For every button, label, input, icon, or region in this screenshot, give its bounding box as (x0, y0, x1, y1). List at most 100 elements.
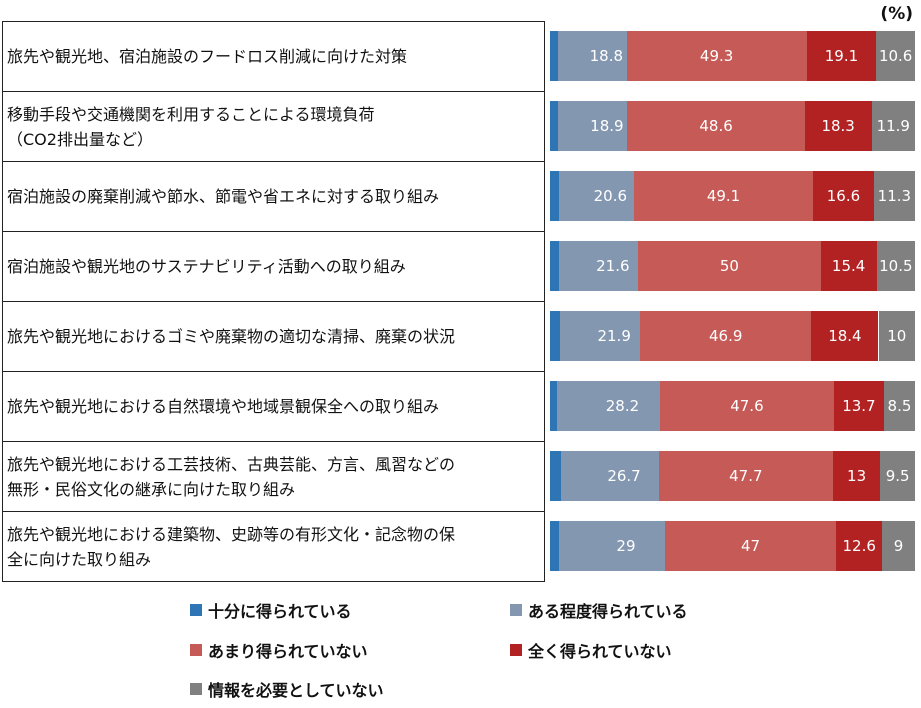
category-label-line: 無形・民俗文化の継承に向けた取り組み (7, 479, 296, 499)
data-label: 15.4 (831, 257, 866, 275)
bar-segment (559, 521, 665, 571)
data-label: 29 (616, 537, 636, 555)
category-label-line: 移動手段や交通機関を利用することによる環境負荷 (7, 104, 375, 124)
bar-segment (550, 311, 561, 361)
bar-segment (813, 171, 874, 221)
data-label: 49.3 (699, 47, 734, 65)
data-label: 11.9 (876, 117, 910, 135)
bar-segment (550, 171, 559, 221)
data-label: 47.7 (729, 467, 763, 485)
legend-swatch (510, 644, 522, 656)
bar-segment (883, 381, 915, 431)
bar-segment (832, 451, 881, 501)
data-label: 20.6 (593, 187, 628, 205)
data-label: 49.1 (706, 187, 741, 205)
bar-segment (550, 451, 562, 501)
legend-item: あまり得られていない (190, 638, 368, 662)
data-label: 13.7 (842, 397, 876, 415)
category-label: 旅先や観光地におけるゴミや廃棄物の適切な清掃、廃棄の状況 (3, 302, 544, 372)
legend-swatch (510, 604, 522, 616)
bar-segment (658, 451, 833, 501)
bar-segment (558, 171, 634, 221)
data-label: 18.4 (828, 327, 862, 345)
category-label: 宿泊施設の廃棄削減や節水、節電や省エネに対する取り組み (3, 162, 544, 232)
bar-segment (550, 241, 560, 291)
data-label: 9 (893, 537, 904, 555)
legend-item: 情報を必要としていない (190, 677, 384, 701)
bar-segment (558, 101, 628, 151)
bar-segment (556, 381, 660, 431)
data-label: 18.3 (821, 117, 855, 135)
legend-label: あまり得られていない (208, 642, 368, 661)
stacked-bar: 1.928.247.613.78.5 (550, 381, 915, 431)
category-label-line: 宿泊施設の廃棄削減や節水、節電や省エネに対する取り組み (7, 187, 440, 206)
data-label: 16.6 (826, 187, 861, 205)
category-label-line: 旅先や観光地、宿泊施設のフードロス削減に向けた対策 (7, 47, 408, 66)
bar-segment (882, 521, 915, 571)
data-label: 50 (719, 257, 739, 275)
bar-segment (638, 241, 821, 291)
data-label: 12.6 (842, 537, 876, 555)
legend-swatch (190, 644, 202, 656)
data-label: 8.5 (887, 397, 912, 415)
bar-segment (550, 31, 559, 81)
stacked-bar: 2.218.849.319.110.6 (550, 31, 915, 81)
bar-segment (878, 311, 915, 361)
category-label: 旅先や観光地における自然環境や地域景観保全への取り組み (3, 372, 544, 442)
legend-swatch (190, 604, 202, 616)
data-label: 28.2 (605, 397, 640, 415)
bar-segment (871, 101, 915, 151)
category-label-line: 全に向けた取り組み (7, 549, 152, 569)
legend-item: 十分に得られている (190, 598, 352, 622)
category-label: 旅先や観光地における工芸技術、古典芸能、方言、風習などの 無形・民俗文化の継承に向… (3, 442, 544, 512)
category-label-line: 宿泊施設や観光地のサステナビリティ活動への取り組み (7, 257, 406, 276)
data-label: 48.6 (699, 117, 733, 135)
category-label: 移動手段や交通機関を利用することによる環境負荷 （CO2排出量など） (3, 92, 544, 162)
bar-segment (664, 521, 837, 571)
bar-segment (640, 311, 812, 361)
unit-label: (%) (880, 4, 913, 24)
bar-segment (627, 101, 805, 151)
legend-label: 全く得られていない (528, 642, 672, 661)
bar-segment (876, 31, 915, 81)
bar-segment (806, 31, 877, 81)
category-label-line: 旅先や観光地におけるゴミや廃棄物の適切な清掃、廃棄の状況 (7, 327, 456, 346)
data-label: 18.8 (589, 47, 624, 65)
bar-segment (550, 381, 557, 431)
data-label: 19.1 (824, 47, 859, 65)
stacked-bar: 2.318.948.618.311.9 (550, 101, 915, 151)
legend-item: 全く得られていない (510, 638, 672, 662)
bar-segment (873, 171, 915, 221)
bar-segment (550, 521, 560, 571)
bar-segment (876, 241, 915, 291)
category-label-line: （CO2排出量など） (7, 129, 153, 149)
bar-segment (804, 101, 872, 151)
category-label: 宿泊施設や観光地のサステナビリティ活動への取り組み (3, 232, 544, 302)
category-label-line: 旅先や観光地における工芸技術、古典芸能、方言、風習などの (7, 454, 456, 474)
data-label: 18.9 (590, 117, 624, 135)
category-label: 旅先や観光地における建築物、史跡等の有形文化・記念物の保 全に向けた取り組み (3, 512, 544, 582)
legend-item: ある程度得られている (510, 598, 688, 622)
legend-label: 情報を必要としていない (208, 681, 384, 700)
stacked-bar: 2.420.649.116.611.3 (550, 171, 915, 221)
bar-segment (880, 451, 915, 501)
bar-segment (811, 311, 879, 361)
legend-swatch (190, 683, 202, 695)
bar-segment (820, 241, 877, 291)
data-label: 10 (887, 327, 907, 345)
bar-segment (833, 381, 884, 431)
data-label: 47 (741, 537, 761, 555)
category-label-line: 旅先や観光地における建築物、史跡等の有形文化・記念物の保 (7, 524, 456, 544)
data-label: 11.3 (877, 187, 912, 205)
legend-label: 十分に得られている (208, 602, 352, 621)
stacked-bar: 2.821.946.918.410 (550, 311, 915, 361)
data-label: 13 (847, 467, 867, 485)
data-label: 9.5 (885, 467, 910, 485)
category-label-line: 旅先や観光地における自然環境や地域景観保全への取り組み (7, 397, 440, 416)
bar-segment (836, 521, 883, 571)
bar-segment (561, 451, 659, 501)
bar-segment (633, 171, 814, 221)
